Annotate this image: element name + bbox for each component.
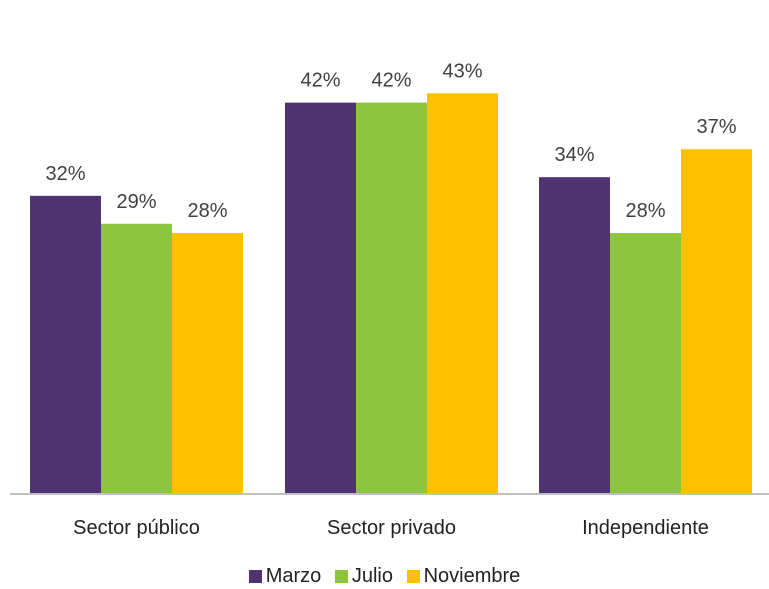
category-label-sector-privado: Sector privado — [327, 517, 456, 539]
legend-swatch-noviembre — [406, 570, 420, 583]
data-label-sector-privado-noviembre: 43% — [442, 60, 482, 82]
legend-item-julio: Julio — [334, 565, 393, 588]
data-label-sector-privado-julio: 42% — [371, 70, 411, 92]
legend: Marzo Julio Noviembre — [0, 565, 769, 589]
bar-sector-publico-noviembre — [172, 233, 243, 494]
bar-sector-privado-julio — [356, 102, 427, 495]
data-label-independiente-marzo: 34% — [554, 144, 594, 166]
data-label-independiente-noviembre: 37% — [696, 116, 736, 138]
legend-item-marzo: Marzo — [248, 565, 322, 588]
bar-independiente-julio — [610, 233, 681, 494]
legend-label-julio: Julio — [351, 565, 393, 587]
data-label-sector-publico-noviembre: 28% — [187, 200, 227, 222]
legend-swatch-julio — [334, 570, 348, 583]
bar-sector-privado-noviembre — [427, 93, 498, 495]
legend-item-noviembre: Noviembre — [406, 565, 521, 588]
legend-label-noviembre: Noviembre — [423, 565, 521, 587]
data-label-sector-publico-marzo: 32% — [45, 163, 85, 185]
legend-label-marzo: Marzo — [265, 565, 322, 587]
legend-swatch-marzo — [248, 570, 262, 583]
bar-chart-svg: 32% 29% 28% Sector público 42% 42% 43% Sector p… — [10, 60, 769, 539]
bar-independiente-marzo — [539, 177, 610, 494]
bar-independiente-noviembre — [681, 149, 752, 494]
data-label-independiente-julio: 28% — [625, 200, 665, 222]
bar-sector-publico-julio — [101, 223, 172, 495]
data-label-sector-publico-julio: 29% — [116, 191, 156, 213]
category-label-independiente: Independiente — [582, 517, 709, 539]
bar-sector-privado-marzo — [285, 102, 356, 495]
data-label-sector-privado-marzo: 42% — [300, 70, 340, 92]
category-label-sector-publico: Sector público — [73, 517, 200, 539]
bar-sector-publico-marzo — [30, 195, 101, 494]
